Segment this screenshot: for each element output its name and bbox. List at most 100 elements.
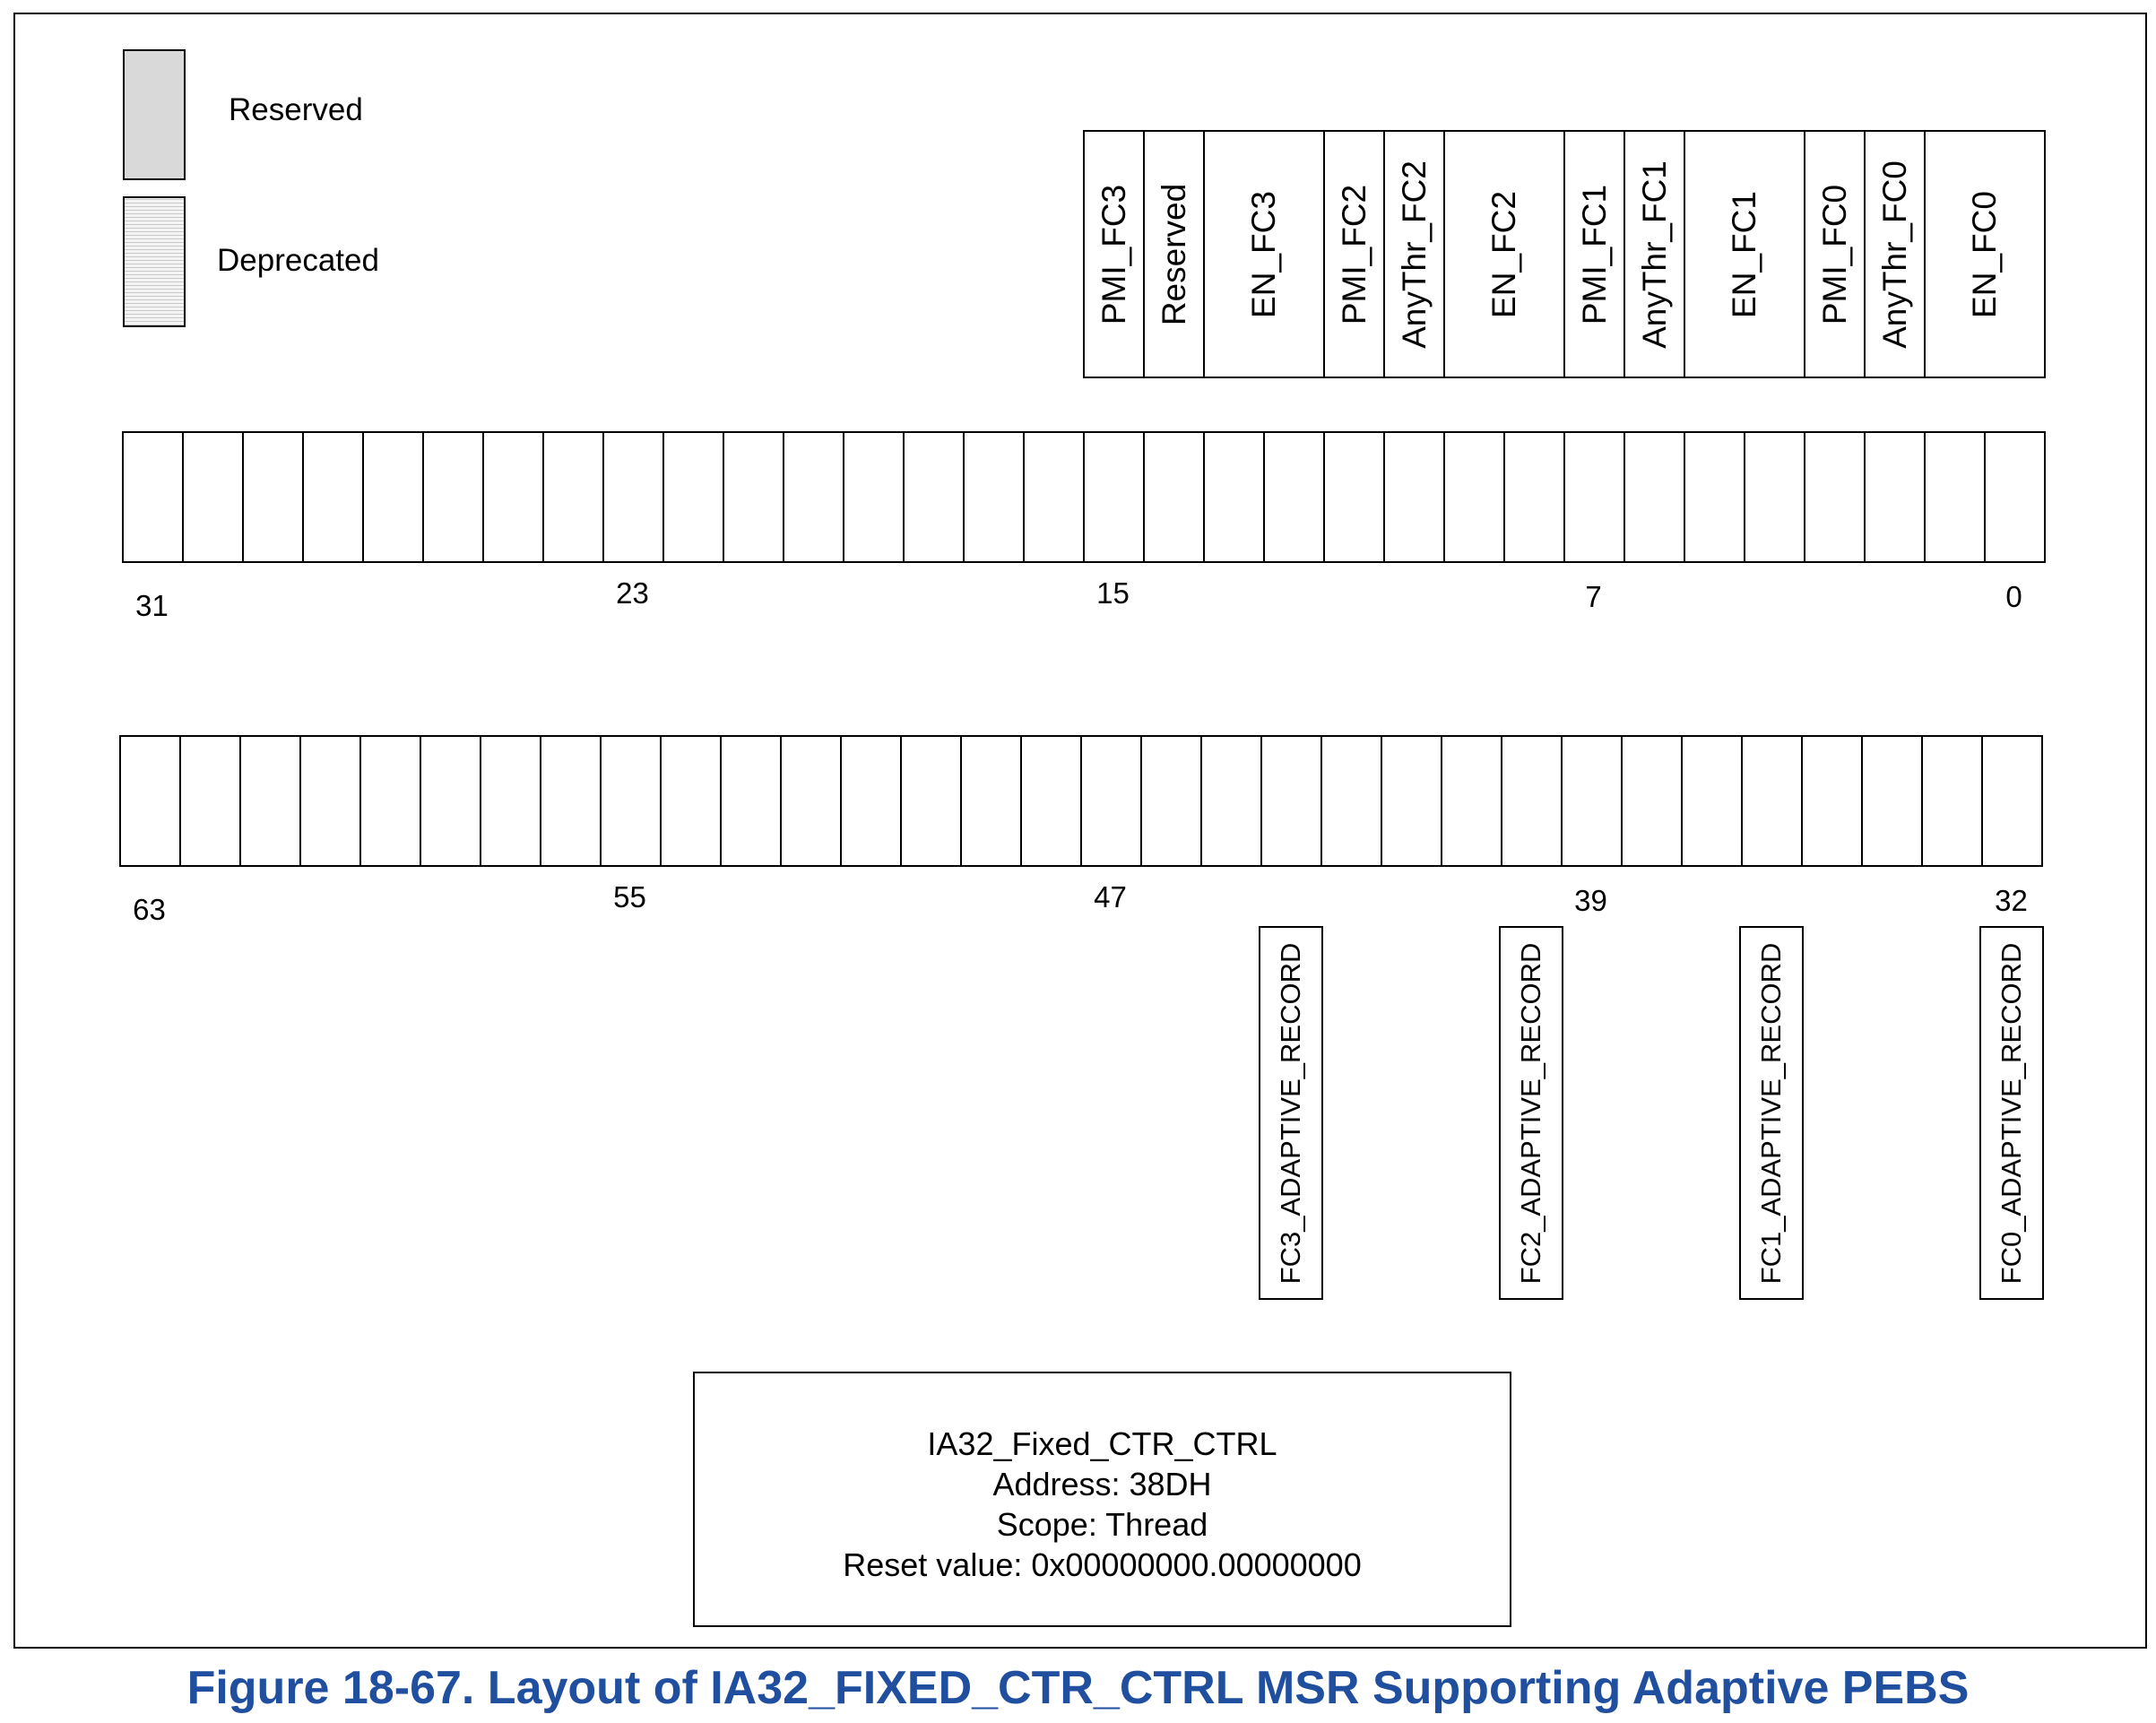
- register-low-bit-25: [482, 431, 544, 563]
- register-low-bit-15: [1083, 431, 1145, 563]
- register-info-box: IA32_Fixed_CTR_CTRL Address: 38DH Scope:…: [693, 1372, 1511, 1627]
- register-high-bit-62: [179, 735, 241, 867]
- fc1-adaptive-record: FC1_ADAPTIVE_RECORD: [1739, 926, 1804, 1300]
- legend-reserved-label: Reserved: [229, 92, 363, 127]
- register-high-bit-33: [1921, 735, 1983, 867]
- field-pmi-fc0: PMI_FC0: [1804, 130, 1866, 378]
- register-low-bit-12: [1263, 431, 1325, 563]
- adaptive-record-label: FC2_ADAPTIVE_RECORD: [1515, 942, 1546, 1284]
- register-high-bit-42: [1381, 735, 1442, 867]
- field-label: AnyThr_FC1: [1635, 160, 1673, 349]
- field-en-fc0: EN_FC0: [1924, 130, 2046, 378]
- field-label: EN_FC3: [1245, 190, 1282, 318]
- register-low-bit-number: 23: [616, 576, 649, 610]
- register-high-bit-32: [1981, 735, 2043, 867]
- register-low-bit-30: [182, 431, 244, 563]
- register-high-bit-61: [239, 735, 301, 867]
- field-label: AnyThr_FC2: [1395, 160, 1433, 349]
- fc0-adaptive-record: FC0_ADAPTIVE_RECORD: [1979, 926, 2044, 1300]
- field-label: PMI_FC3: [1095, 184, 1132, 325]
- register-low-bit-26: [422, 431, 484, 563]
- register-low-bit-5: [1684, 431, 1745, 563]
- register-high-bit-51: [840, 735, 902, 867]
- register-low-bit-9: [1443, 431, 1505, 563]
- register-high-bit-47: [1080, 735, 1142, 867]
- field-label: AnyThr_FC0: [1875, 160, 1913, 349]
- register-low-bit-27: [362, 431, 424, 563]
- register-low-bit-21: [723, 431, 784, 563]
- register-low-bit-0: [1984, 431, 2046, 563]
- register-high-bit-number: 47: [1094, 880, 1127, 913]
- register-high-bit-50: [900, 735, 962, 867]
- register-low-bit-24: [542, 431, 604, 563]
- field-en-fc1: EN_FC1: [1684, 130, 1805, 378]
- register-name: IA32_Fixed_CTR_CTRL: [927, 1425, 1277, 1462]
- register-high-bit-44: [1260, 735, 1322, 867]
- register-low-bit-2: [1864, 431, 1926, 563]
- register-scope: Scope: Thread: [996, 1506, 1208, 1543]
- register-low-bit-20: [783, 431, 844, 563]
- adaptive-record-label: FC1_ADAPTIVE_RECORD: [1755, 942, 1787, 1284]
- register-low-bit-17: [963, 431, 1025, 563]
- register-high-bit-36: [1741, 735, 1803, 867]
- field-anythr-fc1: AnyThr_FC1: [1623, 130, 1685, 378]
- field-label: Reserved: [1155, 183, 1192, 325]
- register-address: Address: 38DH: [992, 1466, 1212, 1502]
- field-label: PMI_FC1: [1575, 184, 1613, 325]
- register-high-bit-52: [780, 735, 842, 867]
- figure-caption: Figure 18-67. Layout of IA32_FIXED_CTR_C…: [186, 1662, 1970, 1714]
- field-label: EN_FC2: [1485, 190, 1522, 318]
- register-low-bit-22: [662, 431, 724, 563]
- register-high-bit-number: 39: [1574, 884, 1607, 917]
- register-low-bit-14: [1143, 431, 1205, 563]
- field-label: PMI_FC2: [1335, 184, 1372, 325]
- register-low-bit-number: 31: [135, 589, 169, 622]
- register-high-bit-number: 55: [613, 880, 646, 913]
- register-high-bit-number: 32: [1995, 884, 2028, 917]
- register-low-bit-23: [602, 431, 664, 563]
- register-high-bit-58: [420, 735, 481, 867]
- register-low-bit-31: [122, 431, 184, 563]
- field-label: EN_FC1: [1726, 190, 1762, 318]
- register-low-bit-number: 0: [2005, 580, 2022, 613]
- register-high-bit-39: [1561, 735, 1623, 867]
- register-low-bit-16: [1023, 431, 1085, 563]
- register-low-bit-19: [843, 431, 905, 563]
- register-low-bit-18: [903, 431, 965, 563]
- register-low-bit-28: [302, 431, 364, 563]
- register-high-bit-41: [1441, 735, 1502, 867]
- register-low-bit-1: [1924, 431, 1986, 563]
- field-en-fc2: EN_FC2: [1443, 130, 1565, 378]
- register-high-bit-38: [1621, 735, 1683, 867]
- field-label: EN_FC0: [1966, 190, 2003, 318]
- register-high-bit-60: [299, 735, 361, 867]
- field-en-fc3: EN_FC3: [1203, 130, 1325, 378]
- adaptive-record-label: FC0_ADAPTIVE_RECORD: [1996, 942, 2027, 1284]
- register-high-bit-56: [540, 735, 602, 867]
- register-high-bit-37: [1681, 735, 1743, 867]
- register-low-bit-10: [1383, 431, 1445, 563]
- register-high-bit-48: [1020, 735, 1082, 867]
- field-label: PMI_FC0: [1815, 184, 1853, 325]
- field-anythr-fc0: AnyThr_FC0: [1864, 130, 1926, 378]
- register-high-bit-54: [660, 735, 722, 867]
- fc3-adaptive-record: FC3_ADAPTIVE_RECORD: [1259, 926, 1323, 1300]
- register-high-bit-43: [1320, 735, 1382, 867]
- register-high-bit-57: [480, 735, 541, 867]
- fc2-adaptive-record: FC2_ADAPTIVE_RECORD: [1499, 926, 1563, 1300]
- register-high-bit-number: 63: [133, 893, 166, 926]
- register-low-bit-6: [1623, 431, 1685, 563]
- register-high-bit-63: [119, 735, 181, 867]
- register-low-bit-11: [1323, 431, 1385, 563]
- register-high-bit-46: [1140, 735, 1202, 867]
- register-high-bit-53: [720, 735, 782, 867]
- diagram-frame: [13, 13, 2147, 1649]
- legend-deprecated-label: Deprecated: [217, 243, 379, 278]
- register-low-bit-4: [1744, 431, 1805, 563]
- register-low-bit-13: [1203, 431, 1265, 563]
- register-low-bit-8: [1503, 431, 1565, 563]
- field-pmi-fc2: PMI_FC2: [1323, 130, 1385, 378]
- legend-reserved-swatch: [123, 49, 186, 180]
- register-high-bit-35: [1801, 735, 1863, 867]
- register-low-bit-29: [242, 431, 304, 563]
